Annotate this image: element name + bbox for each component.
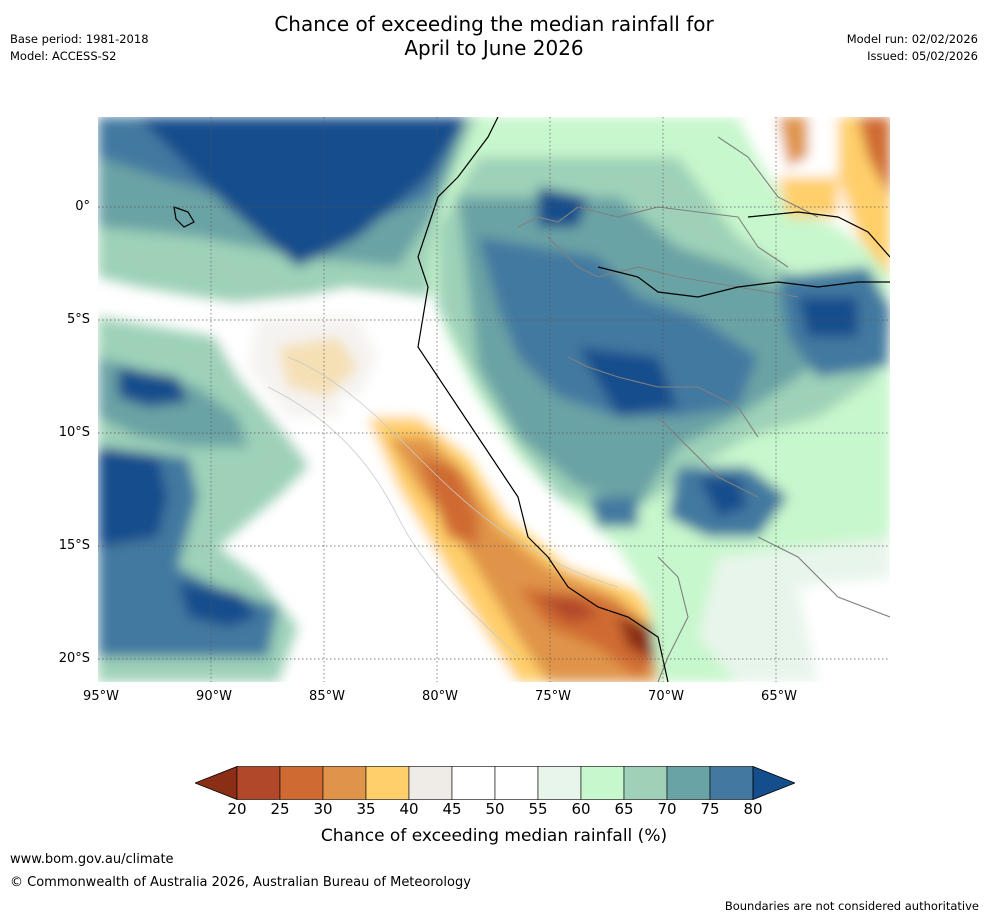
colorbar-tick-label: 70 [657,800,677,818]
colorbar-cell [709,766,754,800]
lon-label-85w: 85°W [309,689,345,704]
contour-line [267,386,519,658]
lat-label-10s: 10°S [58,425,90,440]
colorbar-cell [236,766,281,800]
colorbar-title: Chance of exceeding median rainfall (%) [320,826,668,846]
footer-copyright: © Commonwealth of Australia 2026, Austra… [10,875,471,890]
meta-right: Model run: 02/02/2026 Issued: 05/02/2026 [847,31,978,65]
model-name: Model: ACCESS-S2 [10,49,117,63]
colorbar [195,766,795,800]
lat-label-15s: 15°S [58,538,90,553]
meta-left: Base period: 1981-2018 Model: ACCESS-S2 [10,31,149,65]
lon-label-75w: 75°W [535,689,571,704]
lon-label-90w: 90°W [196,689,232,704]
issued-date: Issued: 05/02/2026 [867,49,978,63]
colorbar-tick-label: 25 [270,800,290,818]
colorbar-tick-label: 50 [485,800,505,818]
lat-label-0: 0° [75,199,90,214]
lon-label-70w: 70°W [648,689,684,704]
colorbar-tick-label: 30 [313,800,333,818]
colorbar-tick-label: 65 [614,800,634,818]
colorbar-tick-label: 55 [528,800,548,818]
map-title: Chance of exceeding the median rainfall … [194,12,794,60]
probability-fill [98,117,890,682]
colorbar-cell [365,766,410,800]
colorbar-cell [580,766,625,800]
lon-label-95w: 95°W [83,689,119,704]
colorbar-cell [494,766,539,800]
contour-line [287,356,619,588]
colorbar-cell [279,766,324,800]
colorbar-cell [408,766,453,800]
coastlines [173,117,890,682]
colorbar-cell [451,766,496,800]
colorbar-arrow-high [752,766,795,800]
footer-disclaimer: Boundaries are not considered authoritat… [724,899,979,913]
colorbar-cell [623,766,668,800]
lon-label-65w: 65°W [761,689,797,704]
colorbar-tick-label: 35 [356,800,376,818]
graticule [98,117,890,682]
colorbar-cell [322,766,367,800]
colorbar-tick-label: 40 [399,800,419,818]
model-run: Model run: 02/02/2026 [846,32,978,46]
lon-label-80w: 80°W [422,689,458,704]
lat-label-5s: 5°S [66,312,90,327]
rainfall-map [98,117,890,682]
colorbar-tick-label: 20 [227,800,247,818]
colorbar-tick-label: 60 [571,800,591,818]
colorbar-tick-label: 80 [743,800,763,818]
colorbar-tick-label: 75 [700,800,720,818]
colorbar-tick-label: 45 [442,800,462,818]
colorbar-arrow-low [195,766,238,800]
base-period: Base period: 1981-2018 [10,32,149,46]
title-line-1: Chance of exceeding the median rainfall … [274,12,714,36]
colorbar-cell [537,766,582,800]
footer-url: www.bom.gov.au/climate [10,852,174,867]
title-line-2: April to June 2026 [404,36,584,60]
colorbar-cell [666,766,711,800]
lat-label-20s: 20°S [58,651,90,666]
